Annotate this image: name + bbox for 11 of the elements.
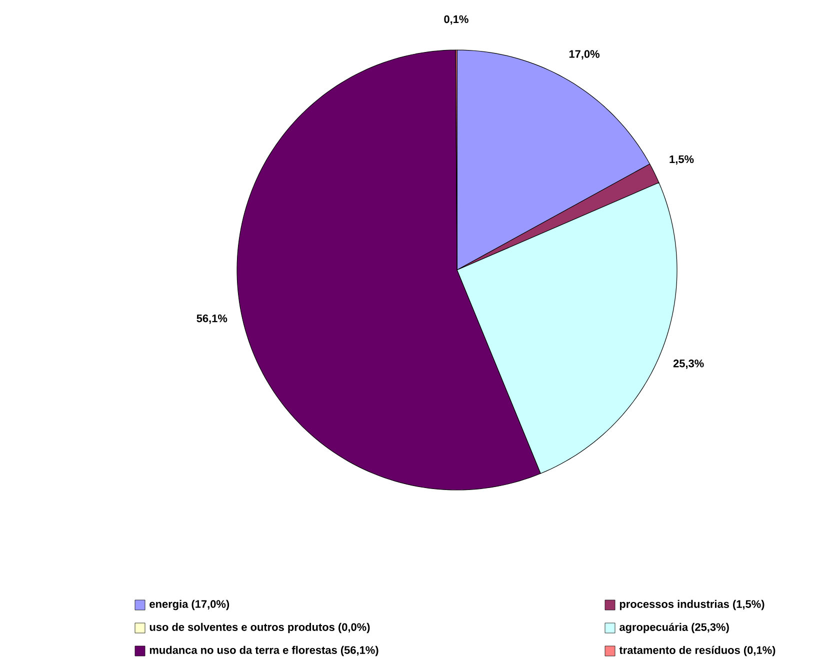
legend-label: tratamento de resíduos (0,1%) <box>619 646 776 656</box>
data-label: 17,0% <box>569 50 600 60</box>
data-label: 0,1% <box>444 15 468 25</box>
legend-label: uso de solventes e outros produtos (0,0%) <box>150 622 370 634</box>
legend-label: mudanca no uso da terra e florestas (56,1%) <box>150 646 378 656</box>
legend-label: energia (17,0%) <box>150 600 230 610</box>
data-label: 1,5% <box>670 155 694 165</box>
legend-label: processos industrias (1,5%) <box>620 600 764 610</box>
data-label: 56,1% <box>196 314 228 324</box>
data-label: 25,3% <box>673 360 704 369</box>
legend-label: agropecuária (25,3%) <box>620 622 729 634</box>
